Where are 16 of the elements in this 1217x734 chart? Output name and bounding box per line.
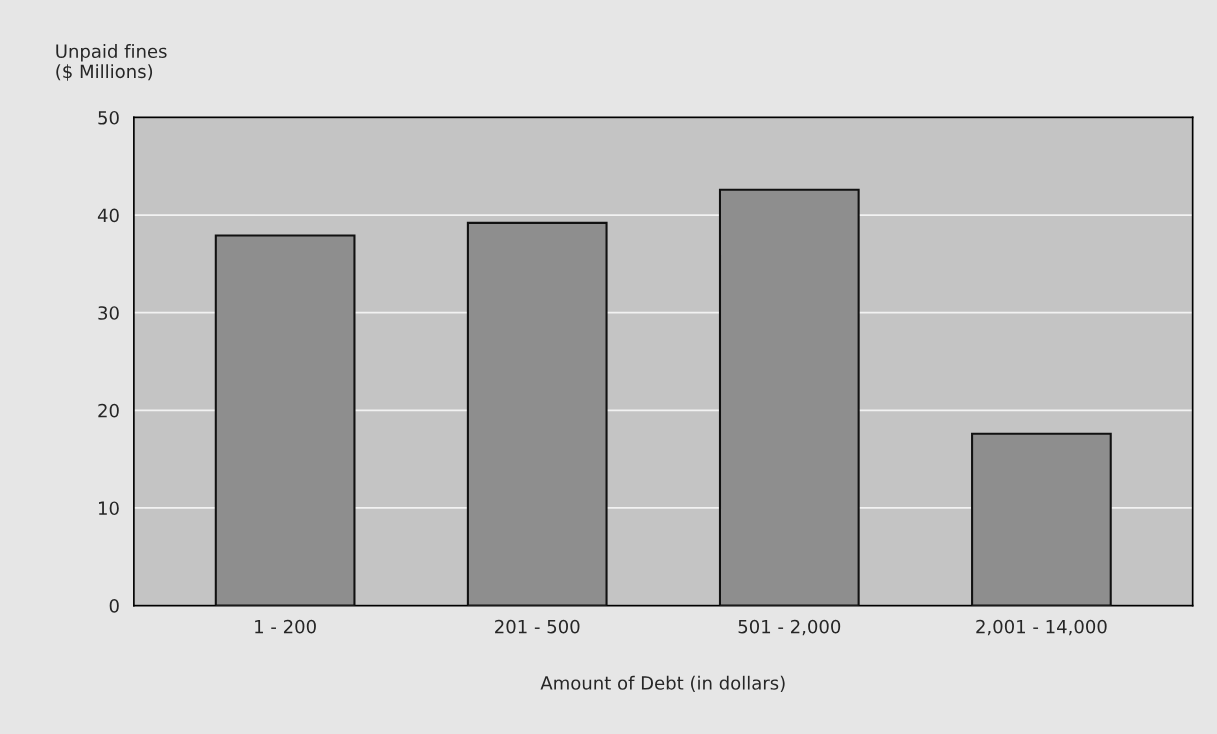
bar xyxy=(971,432,1112,606)
y-tick-label: 10 xyxy=(98,501,119,516)
y-tick-label: 20 xyxy=(98,403,119,418)
bar xyxy=(214,234,356,606)
x-axis-title: Amount of Debt (in dollars) xyxy=(540,675,785,692)
x-tick-label: 1 - 200 xyxy=(255,619,316,634)
y-tick-label: 40 xyxy=(97,208,119,223)
y-tick-label: 30 xyxy=(98,306,119,320)
bar xyxy=(466,221,608,606)
x-tick-label: 201 - 500 xyxy=(495,619,580,634)
y-axis-title: Unpaid fines ($ Millions) xyxy=(56,44,167,81)
y-tick-label: 0 xyxy=(109,599,119,613)
bar xyxy=(718,188,860,606)
x-tick-label: 501 - 2,000 xyxy=(738,619,841,636)
x-tick-label: 2,001 - 14,000 xyxy=(976,619,1107,636)
y-tick-label: 50 xyxy=(98,110,119,125)
